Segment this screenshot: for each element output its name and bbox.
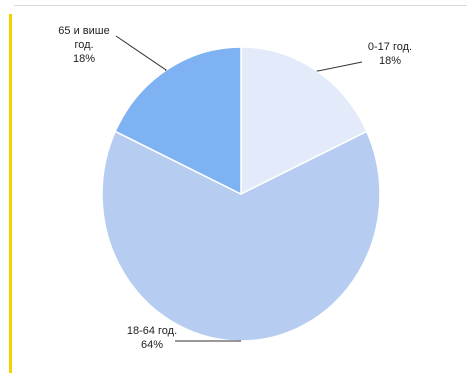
pie-slice-0 [240,46,368,196]
leader-line-2 [115,35,167,72]
data-label-0: 0-17 год. 18% [368,41,412,67]
top-divider [14,5,467,6]
data-label-1: 18-64 год. 64% [127,325,177,351]
accent-bar [9,14,12,373]
data-label-2: 65 и више год. 18% [58,25,109,65]
leader-line-0 [316,61,363,72]
